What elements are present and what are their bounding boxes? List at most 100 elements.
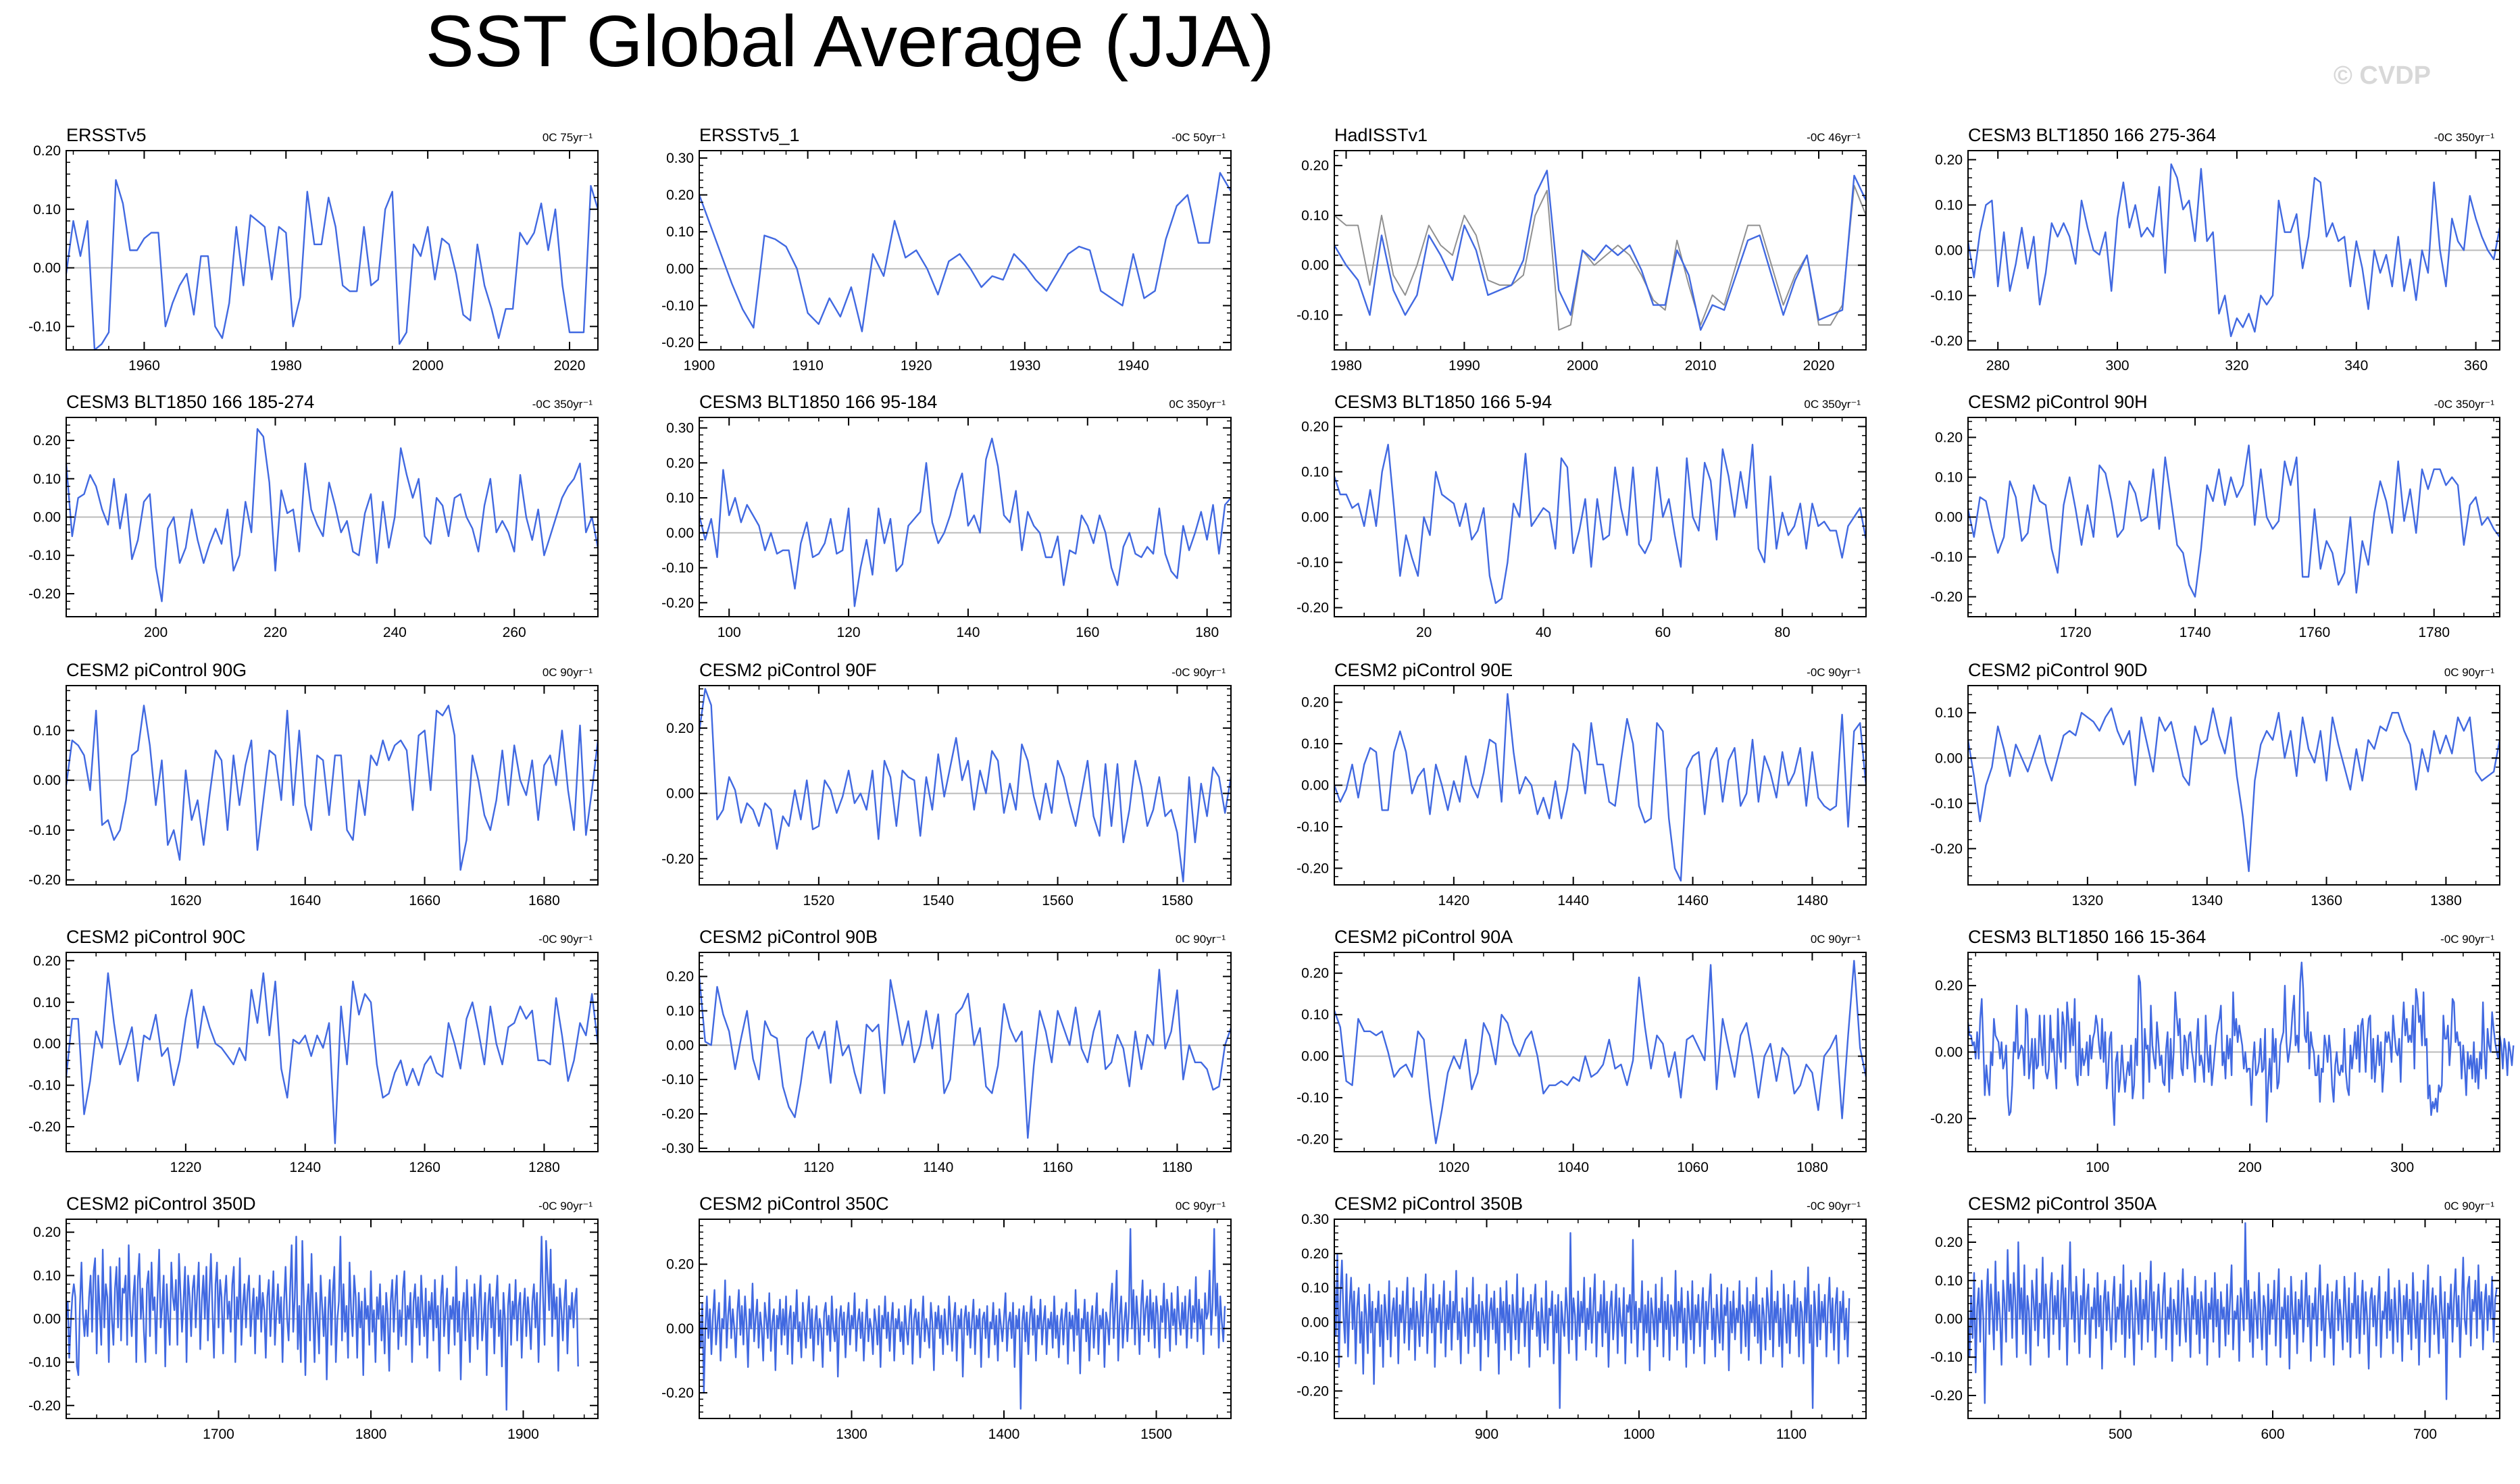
trend-label: -0C 350yr⁻¹ [532,398,593,411]
y-tick-label: 0.20 [666,188,694,203]
plot-frame [66,150,599,351]
y-tick-label: 0.20 [1301,695,1329,711]
panel-title: CESM3 BLT1850 166 275-364 [1968,125,2216,145]
y-tick-label: 0.20 [1935,978,1963,994]
x-tick-label: 2000 [412,358,444,374]
y-tick-label: -0.20 [661,1106,694,1122]
panel-title: CESM2 piControl 350C [699,1194,889,1214]
x-tick-label: 1020 [1438,1160,1469,1175]
plot-frame [699,417,1232,617]
y-tick-label: 0.10 [33,471,61,487]
series-line [1333,693,1867,882]
trend-label: -0C 90yr⁻¹ [538,933,593,946]
y-tick-label: -0.10 [28,319,61,334]
y-tick-label: 0.20 [33,953,61,969]
panel-7: CESM3 BLT1850 166 5-94 0C 350yr⁻¹ -0.20 -0.… [1296,392,1867,640]
x-tick-label: 180 [1195,625,1219,640]
x-tick-label: 1780 [2418,625,2450,640]
panel-title: CESM2 piControl 90A [1334,927,1513,947]
trend-label: 0C 350yr⁻¹ [1169,398,1226,411]
y-tick-label: -0.20 [1930,1388,1963,1404]
x-tick-label: 240 [383,625,407,640]
x-tick-label: 340 [2344,358,2368,374]
y-tick-label: 0.20 [1935,430,1963,446]
y-tick-label: -0.20 [28,1398,61,1414]
panel-title: CESM3 BLT1850 166 185-274 [66,392,314,412]
panel-20: CESM2 piControl 350A 0C 90yr⁻¹ -0.20 -0.10 0… [1930,1194,2500,1442]
y-tick-label: 0.00 [1935,1312,1963,1327]
y-tick-label: -0.10 [661,298,694,313]
plot-frame [66,685,599,886]
x-tick-label: 600 [2261,1427,2284,1442]
series-line [65,179,599,351]
plot-frame [1967,685,2500,886]
x-tick-label: 1910 [792,358,824,374]
y-tick-label: -0.30 [661,1141,694,1156]
panel-title: CESM2 piControl 90G [66,660,247,680]
trend-label: 0C 90yr⁻¹ [543,666,593,679]
plot-frame [66,952,599,1152]
x-tick-label: 1680 [528,893,560,909]
trend-label: 0C 90yr⁻¹ [2444,666,2494,679]
panel-title: CESM2 piControl 350A [1968,1194,2157,1214]
y-tick-label: 0.00 [666,1038,694,1053]
x-tick-label: 1300 [836,1427,867,1442]
panel-title: CESM2 piControl 90B [699,927,878,947]
x-tick-label: 20 [1416,625,1432,640]
y-tick-label: 0.10 [1935,705,1963,721]
trend-label: -0C 90yr⁻¹ [1807,666,1861,679]
x-tick-label: 1800 [355,1427,387,1442]
y-tick-label: -0.10 [1930,1350,1963,1365]
panel-title: CESM2 piControl 90D [1968,660,2148,680]
figure-title: SST Global Average (JJA) [426,0,1275,82]
y-tick-label: 0.00 [33,773,61,788]
series-line [698,437,1232,607]
series-line [65,428,599,603]
y-tick-label: 0.20 [666,969,694,985]
x-tick-label: 2020 [1803,358,1835,374]
y-tick-label: 0.00 [666,261,694,277]
y-tick-label: 0.10 [1301,1281,1329,1296]
x-tick-label: 1760 [2299,625,2331,640]
x-tick-label: 1040 [1557,1160,1589,1175]
y-tick-label: 0.20 [666,721,694,736]
y-tick-label: 0.10 [666,1003,694,1019]
y-tick-label: -0.10 [661,561,694,576]
series-line [65,1235,579,1411]
y-tick-label: 0.10 [1935,197,1963,213]
series-line [65,705,599,871]
y-tick-label: -0.20 [661,1385,694,1401]
panel-title: HadISSTv1 [1334,125,1428,145]
x-tick-label: 1520 [803,893,834,909]
x-tick-label: 1900 [507,1427,539,1442]
trend-label: 0C 75yr⁻¹ [543,131,593,144]
trend-label: 0C 350yr⁻¹ [1804,398,1861,411]
y-tick-label: 0.10 [33,1268,61,1283]
y-tick-label: -0.20 [1296,600,1329,616]
y-tick-label: 0.10 [1301,464,1329,480]
x-tick-label: 1280 [528,1160,560,1175]
y-tick-label: 0.00 [1935,243,1963,259]
trend-label: -0C 350yr⁻¹ [2434,398,2495,411]
trend-label: -0C 350yr⁻¹ [2434,131,2495,144]
panel-title: CESM3 BLT1850 166 15-364 [1968,927,2206,947]
trend-label: 0C 90yr⁻¹ [2444,1200,2494,1212]
y-tick-label: 0.10 [1935,1273,1963,1289]
y-tick-label: -0.20 [1930,1111,1963,1127]
y-tick-label: -0.10 [28,1355,61,1371]
y-tick-label: 0.10 [1301,1007,1329,1023]
y-tick-label: 0.20 [33,433,61,449]
panel-8: CESM2 piControl 90H -0C 350yr⁻¹ -0.20 -0.10… [1930,392,2500,640]
y-tick-label: 0.00 [1935,1045,1963,1060]
panel-title: ERSSTv5_1 [699,125,800,145]
y-tick-label: 0.00 [666,526,694,541]
plot-frame [699,1219,1232,1419]
y-tick-label: 0.10 [33,202,61,218]
x-tick-label: 60 [1655,625,1671,640]
y-tick-label: 0.00 [1301,258,1329,274]
y-tick-label: -0.20 [661,851,694,867]
x-tick-label: 2010 [1685,358,1717,374]
panel-15: CESM2 piControl 90A 0C 90yr⁻¹ -0.20 -0.10 0.… [1296,927,1867,1175]
x-tick-label: 1540 [922,893,954,909]
